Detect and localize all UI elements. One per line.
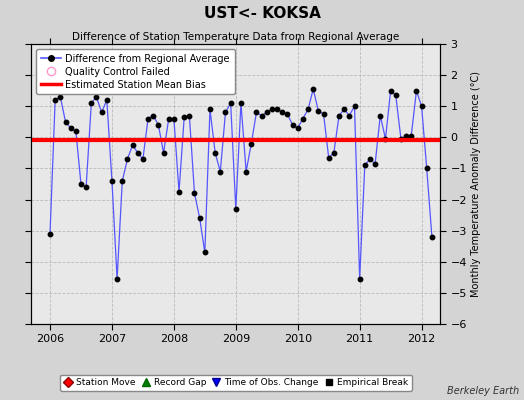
Text: Berkeley Earth: Berkeley Earth — [446, 386, 519, 396]
Title: Difference of Station Temperature Data from Regional Average: Difference of Station Temperature Data f… — [72, 32, 399, 42]
Y-axis label: Monthly Temperature Anomaly Difference (°C): Monthly Temperature Anomaly Difference (… — [471, 71, 481, 297]
Text: UST<- KOKSA: UST<- KOKSA — [203, 6, 321, 21]
Legend: Station Move, Record Gap, Time of Obs. Change, Empirical Break: Station Move, Record Gap, Time of Obs. C… — [60, 375, 411, 391]
